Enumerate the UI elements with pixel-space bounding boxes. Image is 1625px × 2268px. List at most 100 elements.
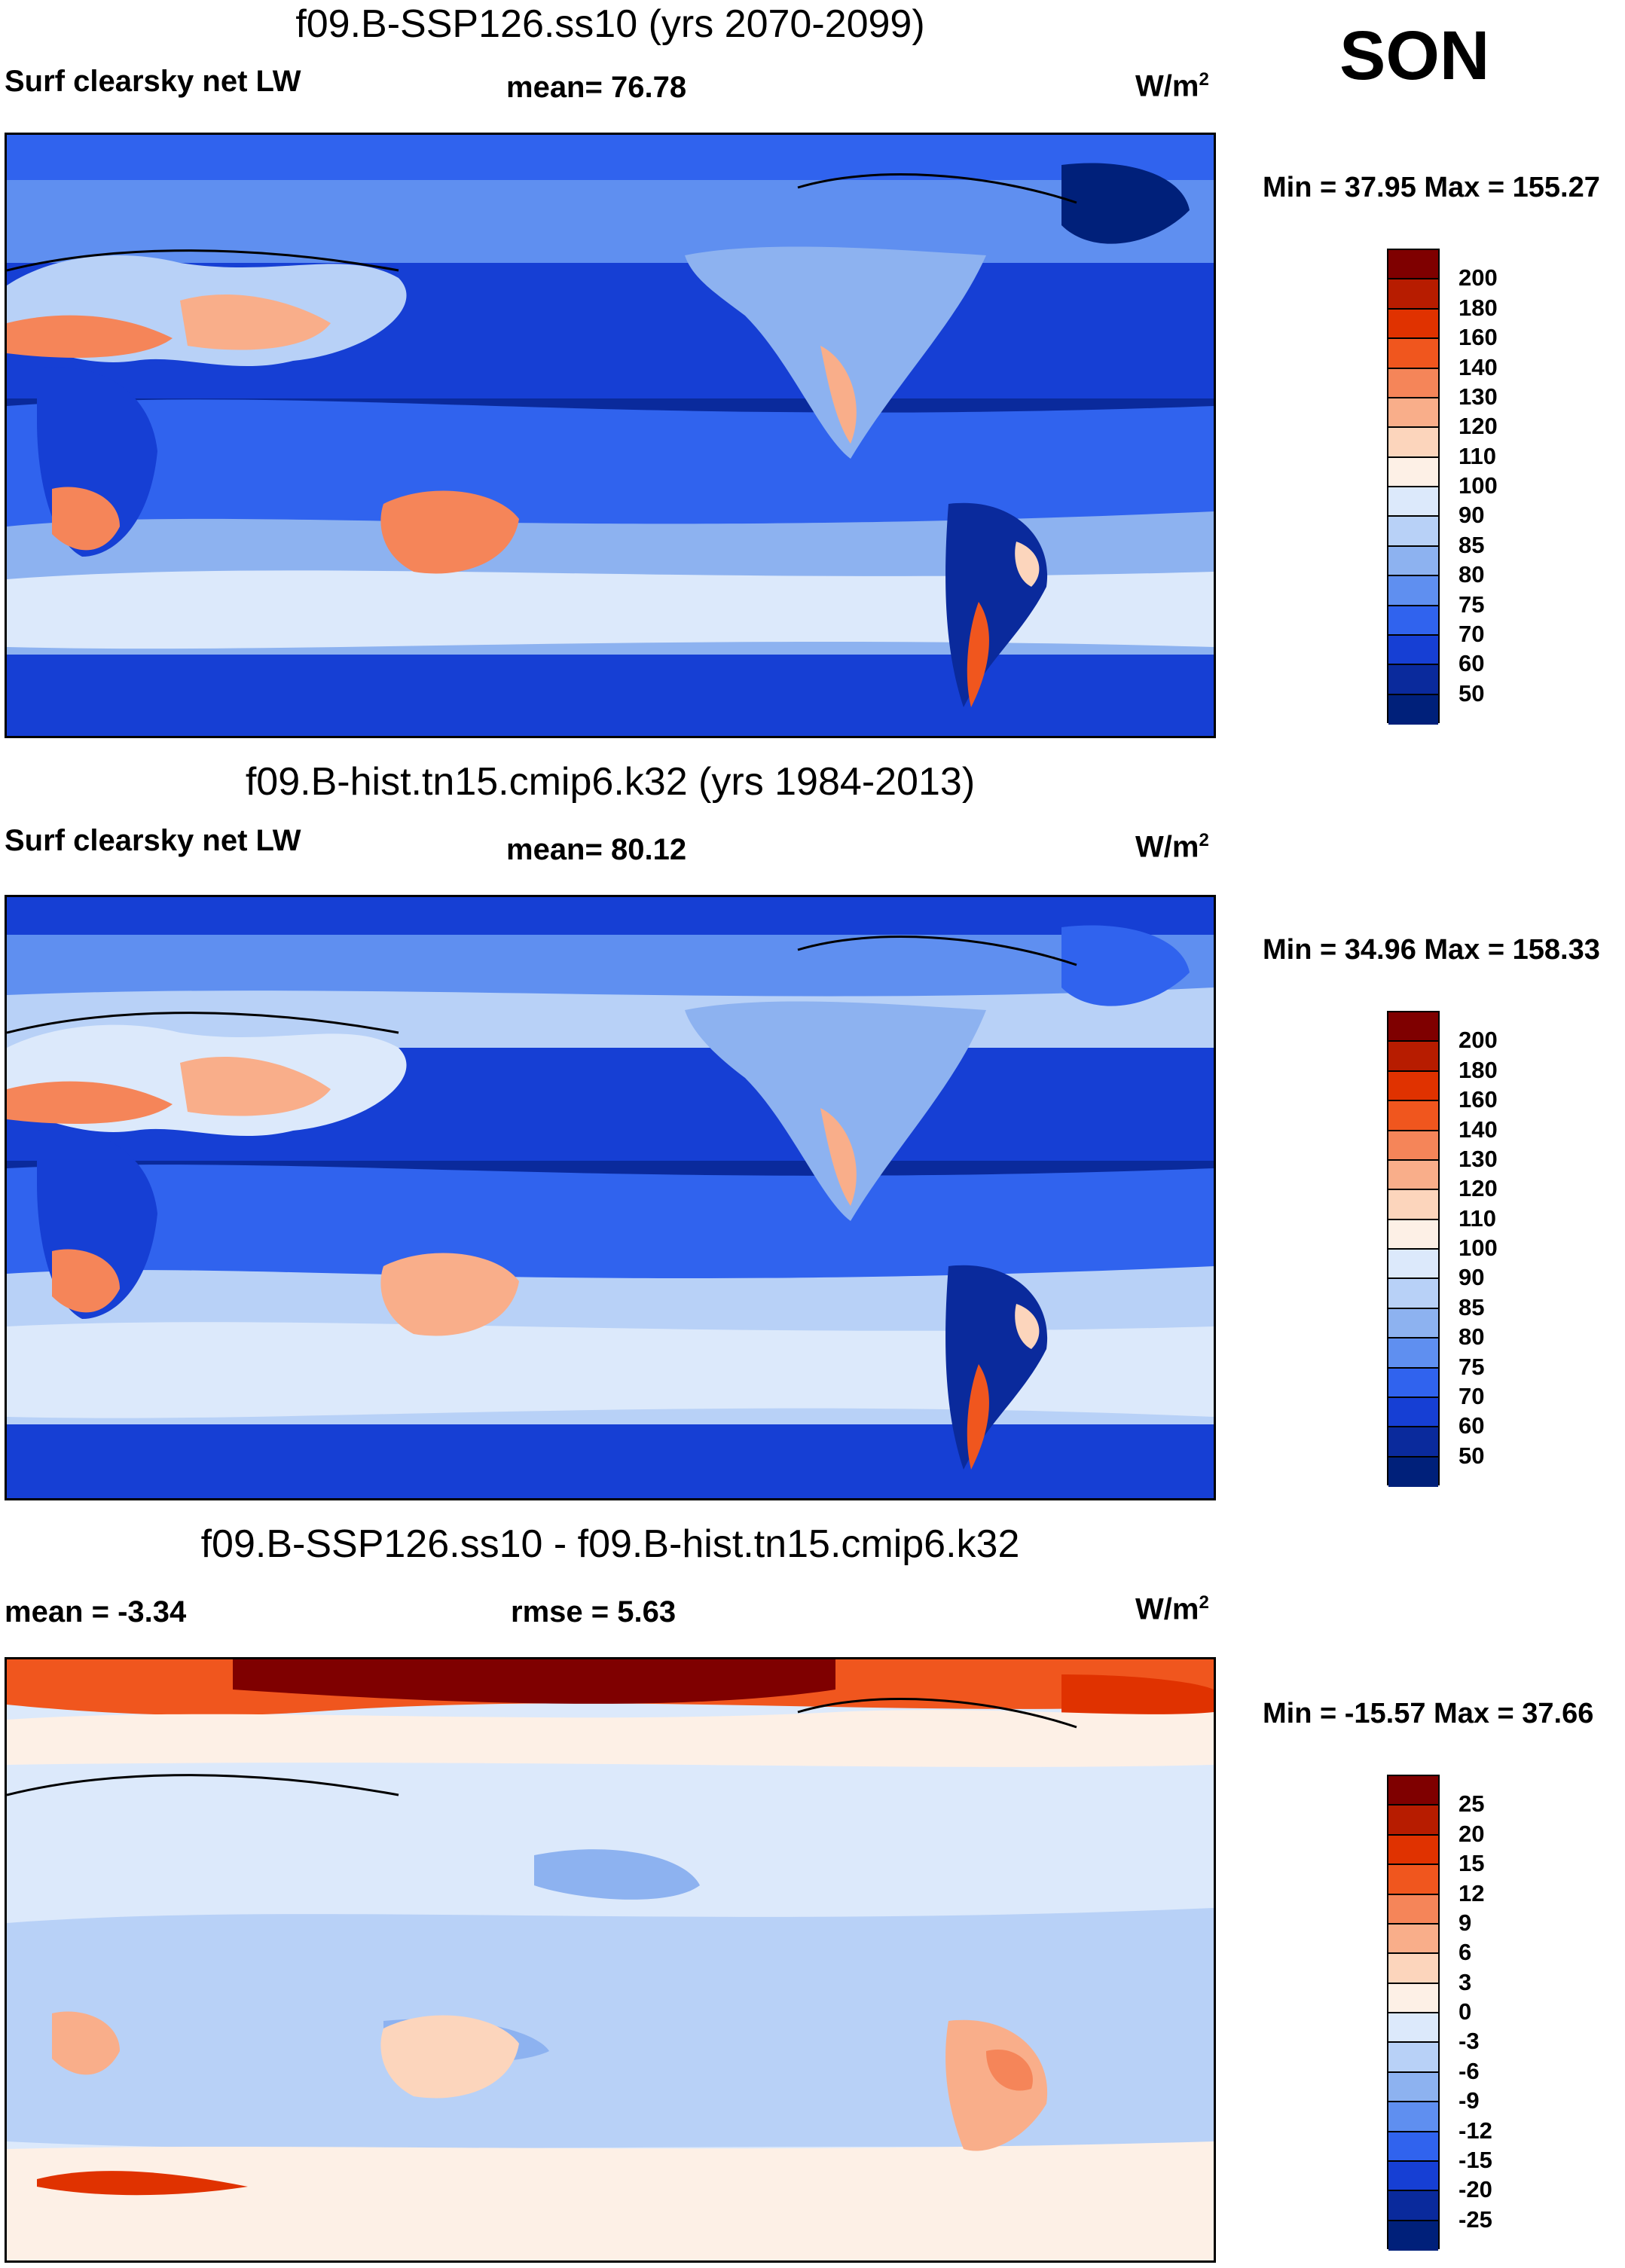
colorbar-box <box>1388 1835 1438 1866</box>
panel-2-mean-label: mean= 80.12 <box>506 833 687 866</box>
colorbar-box <box>1388 2191 1438 2221</box>
colorbar-box <box>1388 1339 1438 1369</box>
panel-2-colorbar <box>1387 1011 1440 1487</box>
panel-2-minmax: Min = 34.96 Max = 158.33 <box>1263 934 1600 966</box>
colorbar-box <box>1388 1279 1438 1309</box>
colorbar-box <box>1388 2161 1438 2192</box>
colorbar-box <box>1388 309 1438 340</box>
colorbar-tick-label: 120 <box>1459 413 1498 440</box>
colorbar-box <box>1388 1250 1438 1280</box>
colorbar-box <box>1388 1190 1438 1220</box>
colorbar-tick-label: 100 <box>1459 1235 1498 1261</box>
colorbar-tick-label: 12 <box>1459 1879 1485 1906</box>
colorbar-tick-label: 60 <box>1459 1412 1485 1439</box>
colorbar-tick-label: 110 <box>1459 442 1497 469</box>
colorbar-box <box>1388 339 1438 369</box>
season-label: SON <box>1339 17 1490 94</box>
colorbar-tick-label: 110 <box>1459 1204 1497 1232</box>
colorbar-tick-label: 130 <box>1459 1145 1498 1172</box>
colorbar-box <box>1388 398 1438 429</box>
panel-3-minmax: Min = -15.57 Max = 37.66 <box>1263 1698 1594 1729</box>
colorbar-tick-label: 120 <box>1459 1175 1498 1202</box>
colorbar-tick-label: 140 <box>1459 353 1498 380</box>
panel-3-title: f09.B-SSP126.ss10 - f09.B-hist.tn15.cmip… <box>200 1522 1020 1566</box>
panel-3-map <box>5 1657 1216 2263</box>
colorbar-tick-label: 70 <box>1459 1382 1485 1409</box>
colorbar-box <box>1388 279 1438 310</box>
colorbar-tick-label: 75 <box>1459 591 1485 618</box>
colorbar-tick-label: 160 <box>1459 324 1498 351</box>
colorbar-tick-label: -20 <box>1459 2176 1492 2203</box>
colorbar-box <box>1388 1219 1438 1250</box>
colorbar-box <box>1388 606 1438 636</box>
colorbar-box <box>1388 2132 1438 2162</box>
colorbar-tick-label: 15 <box>1459 1850 1485 1877</box>
colorbar-tick-label: 20 <box>1459 1820 1485 1847</box>
colorbar-box <box>1388 1806 1438 1836</box>
colorbar-tick-label: 200 <box>1459 264 1498 292</box>
panel-1-left-label: Surf clearsky net LW <box>5 65 301 98</box>
colorbar-tick-label: -3 <box>1459 2028 1480 2055</box>
colorbar-tick-label: 90 <box>1459 1264 1485 1291</box>
panel-3-colorbar <box>1387 1775 1440 2251</box>
colorbar-box <box>1388 2013 1438 2044</box>
colorbar-box <box>1388 1042 1438 1072</box>
panel-1-title: f09.B-SSP126.ss10 (yrs 2070-2099) <box>295 2 925 46</box>
panel-2-map <box>5 895 1216 1500</box>
colorbar-tick-label: 0 <box>1459 1998 1472 2025</box>
colorbar-tick-label: 140 <box>1459 1116 1498 1143</box>
colorbar-box <box>1388 635 1438 666</box>
panel-3-rmse-label: rmse = 5.63 <box>511 1595 677 1629</box>
colorbar-tick-label: 9 <box>1459 1909 1472 1936</box>
panel-3-mean-label: mean = -3.34 <box>5 1595 187 1629</box>
panel-2-left-label: Surf clearsky net LW <box>5 824 301 857</box>
colorbar-tick-label: 25 <box>1459 1790 1485 1818</box>
colorbar-box <box>1388 1457 1438 1487</box>
colorbar-box <box>1388 1924 1438 1955</box>
colorbar-box <box>1388 1012 1438 1042</box>
colorbar-tick-label: 60 <box>1459 650 1485 677</box>
colorbar-tick-label: 90 <box>1459 502 1485 529</box>
colorbar-box <box>1388 1397 1438 1428</box>
colorbar-box <box>1388 1427 1438 1458</box>
colorbar-box <box>1388 517 1438 547</box>
colorbar-tick-label: 50 <box>1459 1442 1485 1469</box>
colorbar-tick-label: 85 <box>1459 531 1485 558</box>
colorbar-tick-label: 6 <box>1459 1939 1472 1966</box>
panel-1-colorbar <box>1387 249 1440 725</box>
colorbar-box <box>1388 487 1438 517</box>
colorbar-box <box>1388 1954 1438 1984</box>
colorbar-tick-label: 85 <box>1459 1293 1485 1320</box>
colorbar-tick-label: 50 <box>1459 679 1485 707</box>
colorbar-tick-label: 180 <box>1459 294 1498 321</box>
panel-2-unit: W/m2 <box>1135 830 1209 864</box>
panel-3-unit: W/m2 <box>1135 1592 1209 1626</box>
colorbar-box <box>1388 665 1438 695</box>
colorbar-box <box>1388 457 1438 487</box>
colorbar-box <box>1388 1776 1438 1806</box>
colorbar-box <box>1388 1894 1438 1925</box>
colorbar-box <box>1388 368 1438 398</box>
panel-1-mean-label: mean= 76.78 <box>506 71 687 104</box>
panel-1-map <box>5 133 1216 738</box>
colorbar-tick-label: 80 <box>1459 561 1485 588</box>
colorbar-box <box>1388 1368 1438 1398</box>
colorbar-box <box>1388 546 1438 577</box>
panel-1-unit: W/m2 <box>1135 69 1209 103</box>
colorbar-box <box>1388 428 1438 458</box>
colorbar-box <box>1388 2221 1438 2251</box>
colorbar-tick-label: 80 <box>1459 1323 1485 1351</box>
colorbar-box <box>1388 1983 1438 2013</box>
colorbar-box <box>1388 2102 1438 2132</box>
colorbar-box <box>1388 1865 1438 1895</box>
colorbar-box <box>1388 576 1438 606</box>
colorbar-tick-label: -25 <box>1459 2205 1492 2233</box>
panel-2-title: f09.B-hist.tn15.cmip6.k32 (yrs 1984-2013… <box>245 760 976 804</box>
colorbar-tick-label: 180 <box>1459 1056 1498 1083</box>
colorbar-tick-label: -15 <box>1459 2146 1492 2173</box>
colorbar-tick-label: 160 <box>1459 1086 1498 1113</box>
colorbar-tick-label: -9 <box>1459 2087 1480 2114</box>
colorbar-tick-label: 70 <box>1459 620 1485 647</box>
colorbar-box <box>1388 2072 1438 2103</box>
colorbar-box <box>1388 2043 1438 2073</box>
